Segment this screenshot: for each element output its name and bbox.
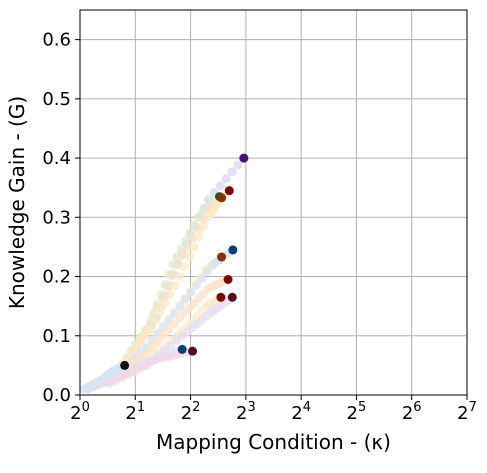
trail-point xyxy=(147,343,157,353)
y-axis-label: Knowledge Gain - (G) xyxy=(5,96,29,309)
y-tick-label: 0.0 xyxy=(42,385,71,406)
x-tick-label: 20 xyxy=(70,400,90,424)
x-tick-label: 21 xyxy=(125,400,145,424)
endpoint-marker xyxy=(177,344,187,354)
y-tick-label: 0.2 xyxy=(42,267,71,288)
trail-point xyxy=(158,331,168,341)
trail-point xyxy=(170,280,180,290)
trail-point xyxy=(164,325,174,335)
data-points xyxy=(79,153,249,394)
trail-point xyxy=(233,160,243,170)
endpoint-marker xyxy=(223,275,233,284)
endpoint-marker xyxy=(216,292,226,302)
endpoint-marker xyxy=(217,193,227,203)
trail-point xyxy=(203,267,213,277)
trail-point xyxy=(150,316,160,326)
trail-point xyxy=(197,274,207,284)
y-tick-label: 0.1 xyxy=(42,326,71,347)
endpoint-marker xyxy=(224,186,234,196)
trail-point xyxy=(155,307,165,317)
trail-point xyxy=(221,174,231,184)
trail-point xyxy=(171,336,181,346)
x-tick-label: 27 xyxy=(457,400,477,424)
endpoint-marker xyxy=(188,346,198,356)
trail-point xyxy=(189,242,199,252)
endpoint-marker xyxy=(239,153,249,163)
x-tick-label: 22 xyxy=(181,400,201,424)
trail-point xyxy=(160,298,170,308)
y-tick-label: 0.6 xyxy=(42,30,71,51)
x-axis-label: Mapping Condition - (κ) xyxy=(156,430,391,454)
grid-lines xyxy=(79,10,468,396)
trail-point xyxy=(194,232,204,242)
x-tick-label: 23 xyxy=(236,400,256,424)
trail-point xyxy=(186,287,196,297)
trail-point xyxy=(173,260,183,270)
y-tick-label: 0.3 xyxy=(42,207,71,228)
y-tick-label: 0.5 xyxy=(42,89,71,110)
trail-point xyxy=(134,339,144,349)
trail-point xyxy=(169,319,179,329)
trail-point xyxy=(167,271,177,281)
x-axis-ticks: 20 21 22 23 24 25 26 27 xyxy=(70,395,477,424)
trail-point xyxy=(191,280,201,290)
x-tick-label: 24 xyxy=(291,400,311,424)
endpoint-marker xyxy=(228,245,238,255)
trail-point xyxy=(165,341,175,351)
trail-point xyxy=(180,294,190,304)
y-tick-label: 0.4 xyxy=(42,148,71,169)
trail-point xyxy=(141,349,151,359)
trail-point xyxy=(129,346,139,356)
trail-point xyxy=(145,325,155,335)
trail-point xyxy=(184,252,194,262)
trail-point xyxy=(227,167,237,177)
x-tick-label: 25 xyxy=(347,400,367,424)
trail-point xyxy=(215,181,225,191)
x-tick-label: 26 xyxy=(402,400,422,424)
y-axis-ticks: 0.0 0.1 0.2 0.3 0.4 0.5 0.6 xyxy=(42,30,80,406)
plot-frame xyxy=(79,9,468,396)
endpoint-marker xyxy=(120,360,130,370)
trail-point xyxy=(153,337,163,347)
trail-point xyxy=(165,289,175,299)
trail-point xyxy=(183,242,193,252)
trail-point xyxy=(199,222,209,232)
trail-point xyxy=(162,281,172,291)
trail-point xyxy=(180,262,190,272)
trail-point xyxy=(178,251,188,261)
endpoint-marker xyxy=(227,292,237,302)
endpoint-marker xyxy=(217,252,227,262)
trail-point xyxy=(175,301,185,311)
trail-point xyxy=(175,272,185,282)
trail-point xyxy=(139,332,149,342)
